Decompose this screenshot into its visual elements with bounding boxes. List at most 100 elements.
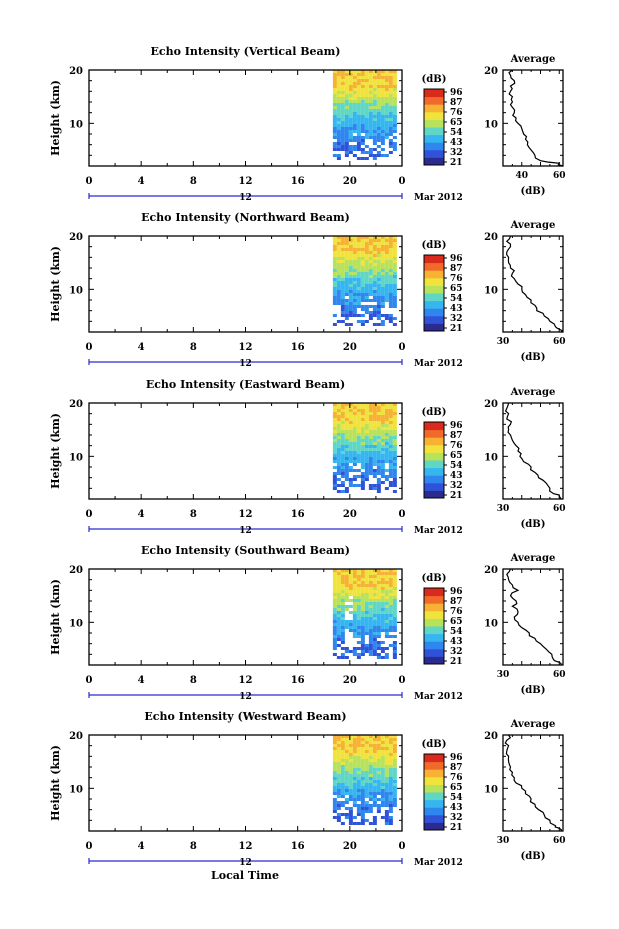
heatmap-cell: [348, 290, 353, 293]
heatmap-cell: [332, 620, 337, 623]
heatmap-cell: [356, 91, 361, 94]
heatmap-cell: [384, 109, 389, 112]
heatmap-cell: [340, 750, 345, 753]
heatmap-cell: [336, 154, 341, 157]
heatmap-cell: [336, 584, 341, 587]
heatmap-cell: [384, 750, 389, 753]
heatmap-cell: [380, 774, 385, 777]
heatmap-cell: [340, 457, 345, 460]
colorbar-tick-label: 43: [450, 471, 463, 481]
heatmap-cell: [360, 478, 365, 481]
heatmap-cell: [380, 593, 385, 596]
heatmap-cell: [364, 647, 369, 650]
heatmap-cell: [348, 266, 353, 269]
heatmap-cell: [352, 792, 357, 795]
heatmap-cell: [368, 747, 373, 750]
heatmap-cell: [380, 260, 385, 263]
x-tick-label: 16: [291, 176, 305, 187]
heatmap-cell: [348, 466, 353, 469]
heatmap-cell: [376, 744, 381, 747]
heatmap-cell: [356, 406, 361, 409]
heatmap-cell: [360, 771, 365, 774]
heatmap-cell: [340, 575, 345, 578]
heatmap-cell: [352, 623, 357, 626]
heatmap-cell: [384, 611, 389, 614]
heatmap-cell: [340, 142, 345, 145]
heatmap-cell: [356, 409, 361, 412]
heatmap-cell: [332, 593, 337, 596]
x-tick-label: 0: [86, 675, 93, 686]
heatmap-cell: [392, 97, 397, 100]
heatmap-cell: [368, 112, 373, 115]
heatmap-cell: [380, 314, 385, 317]
heatmap-cell: [384, 822, 389, 825]
heatmap-cell: [348, 139, 353, 142]
colorbar-segment: [424, 618, 444, 627]
heatmap-cell: [348, 771, 353, 774]
heatmap-cell: [384, 94, 389, 97]
heatmap-cell: [368, 605, 373, 608]
y-axis-label: Height (km): [49, 745, 62, 821]
heatmap-cell: [380, 768, 385, 771]
heatmap-cell: [368, 735, 373, 738]
heatmap-cell: [372, 780, 377, 783]
heatmap-cell: [332, 789, 337, 792]
heatmap-cell: [356, 260, 361, 263]
heatmap-cell: [356, 287, 361, 290]
heatmap-cell: [384, 756, 389, 759]
heatmap-cell: [352, 305, 357, 308]
heatmap-cell: [364, 266, 369, 269]
heatmap-cell: [368, 430, 373, 433]
heatmap-cell: [352, 614, 357, 617]
heatmap-cell: [392, 584, 397, 587]
heatmap-cell: [332, 299, 337, 302]
heatmap-cell: [384, 293, 389, 296]
heatmap-cell: [348, 442, 353, 445]
heatmap-cell: [360, 617, 365, 620]
heatmap-cell: [344, 439, 349, 442]
heatmap-cell: [340, 133, 345, 136]
heatmap-cell: [372, 801, 377, 804]
heatmap-cell: [348, 768, 353, 771]
average-y-tick-label: 20: [484, 731, 498, 742]
heatmap-cell: [356, 305, 361, 308]
heatmap-cell: [384, 418, 389, 421]
colorbar-segment: [424, 776, 444, 785]
heatmap-cell: [376, 421, 381, 424]
heatmap-cell: [344, 412, 349, 415]
heatmap-cell: [340, 777, 345, 780]
heatmap-cell: [340, 245, 345, 248]
heatmap-cell: [380, 650, 385, 653]
heatmap-cell: [372, 139, 377, 142]
heatmap-cell: [332, 121, 337, 124]
colorbar-segment: [424, 807, 444, 816]
heatmap-cell: [344, 284, 349, 287]
heatmap-cell: [384, 79, 389, 82]
heatmap-cell: [372, 572, 377, 575]
heatmap-cell: [368, 768, 373, 771]
y-tick-label: 10: [69, 618, 83, 629]
heatmap-cell: [372, 581, 377, 584]
heatmap-cell: [356, 626, 361, 629]
heatmap-cell: [368, 154, 373, 157]
x-tick-label: 0: [86, 342, 93, 353]
heatmap-cell: [384, 744, 389, 747]
heatmap-cell: [384, 460, 389, 463]
heatmap-cell: [340, 266, 345, 269]
heatmap-cell: [344, 242, 349, 245]
heatmap-cell: [376, 287, 381, 290]
heatmap-cell: [368, 70, 373, 73]
heatmap-cell: [384, 299, 389, 302]
heatmap-cell: [360, 406, 365, 409]
colorbar-frame: [423, 421, 445, 499]
heatmap-cell: [372, 620, 377, 623]
heatmap-cell: [368, 311, 373, 314]
heatmap-cell: [392, 418, 397, 421]
heatmap-cell: [392, 112, 397, 115]
heatmap-cell: [392, 299, 397, 302]
heatmap-cell: [360, 254, 365, 257]
heatmap-cell: [352, 738, 357, 741]
heatmap-cell: [348, 611, 353, 614]
heatmap-cell: [392, 275, 397, 278]
heatmap-cell: [344, 88, 349, 91]
